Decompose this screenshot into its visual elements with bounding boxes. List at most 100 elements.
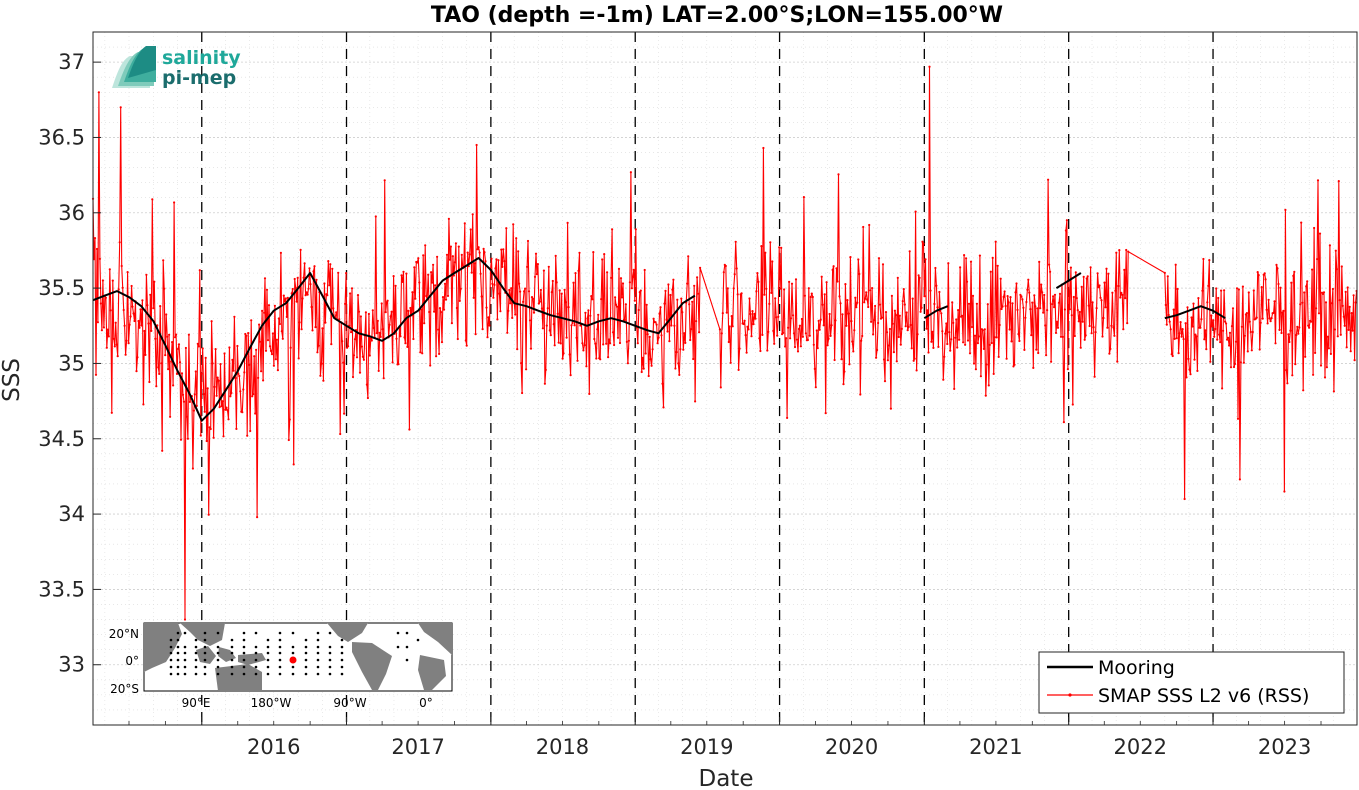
smap-sss-point: [137, 319, 140, 323]
smap-sss-point: [358, 371, 362, 374]
smap-sss-point: [1012, 365, 1015, 368]
inset-mooring-dot: [169, 658, 173, 662]
smap-sss-point: [874, 304, 877, 308]
inset-mooring-dot: [216, 658, 220, 662]
smap-sss-point: [1293, 270, 1296, 273]
smap-sss-point: [97, 91, 100, 94]
smap-sss-point: [395, 337, 398, 340]
smap-sss-point: [1056, 326, 1060, 329]
smap-sss-point: [1174, 263, 1177, 266]
smap-sss-point: [1036, 307, 1039, 310]
inset-mooring-dot: [304, 665, 308, 669]
smap-sss-point: [433, 310, 436, 313]
smap-sss-point: [437, 328, 440, 331]
smap-sss-point: [1330, 302, 1333, 305]
smap-sss-point: [374, 215, 377, 218]
smap-sss-point: [1178, 332, 1181, 335]
x-tick-label: 2023: [1258, 735, 1311, 759]
inset-lat-label: 20°S: [110, 682, 139, 696]
smap-sss-point: [497, 259, 500, 262]
smap-sss-point: [1195, 335, 1198, 338]
smap-sss-point: [584, 311, 587, 314]
inset-mooring-dot: [203, 672, 207, 676]
smap-sss-point: [538, 300, 542, 303]
inset-mooring-dot: [194, 645, 198, 649]
smap-sss-point: [1250, 349, 1253, 352]
smap-sss-point: [892, 351, 896, 354]
smap-sss-point: [1123, 268, 1126, 271]
inset-mooring-dot: [266, 665, 270, 669]
smap-sss-point: [724, 264, 727, 268]
smap-sss-point: [628, 281, 632, 284]
smap-sss-point: [1207, 284, 1210, 287]
smap-sss-point: [1261, 317, 1264, 320]
smap-sss-point: [281, 337, 284, 340]
smap-sss-point: [1348, 305, 1351, 308]
smap-sss-point: [560, 292, 563, 295]
inset-mooring-dot: [396, 631, 400, 635]
smap-sss-point: [861, 334, 864, 338]
smap-sss-point: [539, 288, 543, 292]
smap-sss-point: [357, 310, 361, 313]
smap-sss-point: [862, 225, 865, 229]
smap-sss-point: [485, 306, 488, 309]
smap-sss-point: [1101, 335, 1104, 338]
smap-sss-point: [592, 251, 595, 254]
smap-sss-point: [532, 311, 536, 314]
smap-sss-point: [411, 291, 414, 294]
smap-sss-point: [491, 282, 494, 285]
smap-sss-point: [394, 284, 397, 287]
inset-lon-label: 90°E: [182, 696, 211, 710]
smap-sss-point: [601, 258, 604, 261]
smap-sss-point: [1285, 369, 1288, 372]
inset-mooring-dot: [183, 631, 187, 635]
smap-sss-point: [274, 358, 277, 361]
smap-sss-point: [765, 287, 768, 290]
smap-sss-point: [793, 345, 797, 349]
smap-sss-point: [1095, 307, 1098, 310]
smap-sss-point: [987, 384, 990, 387]
smap-sss-point: [979, 375, 983, 378]
smap-sss-point: [301, 297, 304, 300]
smap-sss-point: [136, 356, 139, 359]
y-tick-label: 35.5: [38, 276, 85, 300]
inset-mooring-dot: [340, 672, 344, 676]
inset-mooring-dot: [316, 665, 320, 669]
inset-mooring-dot: [328, 665, 332, 669]
smap-sss-point: [291, 287, 294, 291]
smap-sss-point: [1092, 326, 1095, 329]
plot-frame: [92, 31, 1358, 726]
smap-sss-point: [688, 303, 691, 306]
smap-sss-point: [484, 260, 487, 263]
smap-sss-point: [379, 335, 382, 338]
smap-sss-point: [355, 356, 359, 359]
smap-sss-point: [736, 293, 739, 296]
smap-sss-point: [649, 358, 652, 361]
smap-sss-point: [434, 284, 437, 287]
smap-sss-point: [429, 364, 432, 367]
smap-sss-point: [614, 296, 617, 299]
smap-sss-point: [1015, 282, 1018, 285]
smap-sss-point: [1248, 320, 1251, 323]
y-tick-label: 33.5: [38, 577, 85, 601]
smap-sss-point: [424, 244, 427, 247]
smap-sss-point: [183, 618, 187, 621]
inset-mooring-dot: [266, 651, 270, 655]
smap-sss-point: [943, 355, 946, 358]
smap-sss-point: [738, 347, 741, 350]
inset-mooring-dot: [278, 631, 282, 635]
smap-sss-point: [903, 303, 906, 306]
smap-sss-point: [476, 248, 479, 251]
smap-sss-point: [499, 310, 502, 313]
smap-sss-point: [1166, 275, 1169, 278]
smap-sss-point: [774, 297, 777, 300]
smap-sss-point: [970, 325, 974, 329]
smap-sss-point: [972, 362, 976, 365]
smap-sss-point: [176, 347, 180, 351]
smap-sss-point: [1089, 266, 1092, 269]
smap-sss-point: [1177, 352, 1180, 355]
y-tick-labels: 33 33.5 34 34.5 35 35.5 36 36.5 37: [38, 50, 85, 677]
smap-sss-point: [1327, 347, 1330, 350]
smap-sss-point: [171, 341, 174, 344]
smap-sss-point: [867, 305, 870, 309]
